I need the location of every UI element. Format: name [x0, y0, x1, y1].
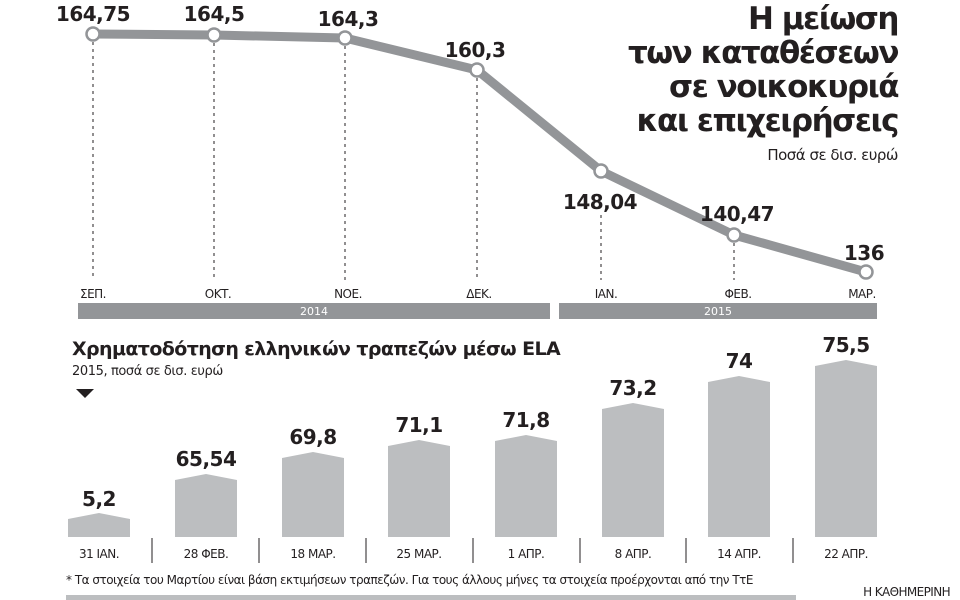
title-line: και επιχειρήσεις — [636, 103, 900, 139]
ela-chart-title: Χρηματοδότηση ελληνικών τραπεζών μέσω EL… — [72, 338, 561, 360]
x-tick-label: ΜΑΡ. — [848, 287, 876, 301]
x-tick-label: ΣΕΠ. — [80, 287, 106, 301]
line-value-label: 160,3 — [445, 38, 506, 62]
point-marker — [85, 26, 101, 42]
x-tick-label: ΦΕΒ. — [724, 287, 751, 301]
bar — [282, 452, 344, 537]
footnote: * Τα στοιχεία του Μαρτίου είναι βάση εκτ… — [66, 573, 753, 587]
bar-category-label: 28 ΦΕΒ. — [184, 547, 229, 561]
year-band-2014 — [78, 303, 550, 319]
point-marker — [469, 62, 485, 78]
bar-category-label: 8 ΑΠΡ. — [615, 547, 652, 561]
title-line: σε νοικοκυριά — [668, 69, 900, 105]
brand-logo: Η ΚΑΘΗΜΕΡΙΝΗ — [863, 585, 951, 599]
bar-category-label: 31 ΙΑΝ. — [79, 547, 119, 561]
title-line: Η μείωση — [747, 1, 900, 37]
bar-category-label: 22 ΑΠΡ. — [824, 547, 868, 561]
x-tick-label: ΝΟΕ. — [334, 287, 362, 301]
drop-lines — [92, 42, 735, 280]
bar — [708, 376, 770, 537]
bar-separators — [151, 538, 794, 563]
line-value-label: 164,3 — [318, 7, 379, 31]
year-band-2015 — [559, 303, 877, 319]
bar-category-label: 14 ΑΠΡ. — [717, 547, 761, 561]
bar-value-label: 75,5 — [822, 333, 869, 357]
line-value-label: 164,5 — [184, 2, 245, 26]
title-line: των καταθέσεων — [627, 35, 900, 71]
point-marker — [593, 163, 609, 179]
year-label: 2015 — [704, 305, 732, 318]
point-marker — [206, 27, 222, 43]
line-markers — [85, 26, 874, 280]
bar-value-label: 5,2 — [82, 487, 116, 511]
line-value-label: 140,47 — [700, 202, 774, 226]
bottom-rule — [66, 595, 796, 600]
bar-value-label: 69,8 — [289, 425, 336, 449]
bar — [815, 360, 877, 537]
bar-category-label: 1 ΑΠΡ. — [508, 547, 545, 561]
x-tick-label: ΟΚΤ. — [205, 287, 231, 301]
point-marker — [858, 264, 874, 280]
point-marker — [337, 30, 353, 46]
bar — [495, 435, 557, 537]
bar — [175, 474, 237, 537]
chart-title: Η μείωση των καταθέσεων σε νοικοκυριά κα… — [627, 1, 900, 139]
bar-value-label: 73,2 — [609, 376, 656, 400]
x-tick-label: ΙΑΝ. — [595, 287, 618, 301]
chart-subtitle: Ποσά σε δισ. ευρώ — [767, 146, 898, 164]
line-value-label: 148,04 — [563, 190, 637, 214]
bar-category-label: 25 ΜΑΡ. — [396, 547, 441, 561]
point-marker — [726, 227, 742, 243]
bar — [388, 440, 450, 537]
bar-value-label: 71,8 — [502, 408, 549, 432]
ela-bars — [68, 360, 877, 537]
triangle-down-icon — [76, 389, 94, 398]
bar — [602, 403, 664, 537]
bar-value-label: 71,1 — [395, 413, 442, 437]
bar-value-label: 65,54 — [176, 447, 237, 471]
x-tick-label: ΔΕΚ. — [466, 287, 491, 301]
line-value-label: 164,75 — [56, 2, 130, 26]
ela-chart-subtitle: 2015, ποσά σε δισ. ευρώ — [72, 364, 223, 379]
bar-value-label: 74 — [726, 349, 753, 373]
bar-category-label: 18 ΜΑΡ. — [290, 547, 335, 561]
year-label: 2014 — [300, 305, 328, 318]
line-value-label: 136 — [844, 241, 884, 265]
bar — [68, 513, 130, 537]
